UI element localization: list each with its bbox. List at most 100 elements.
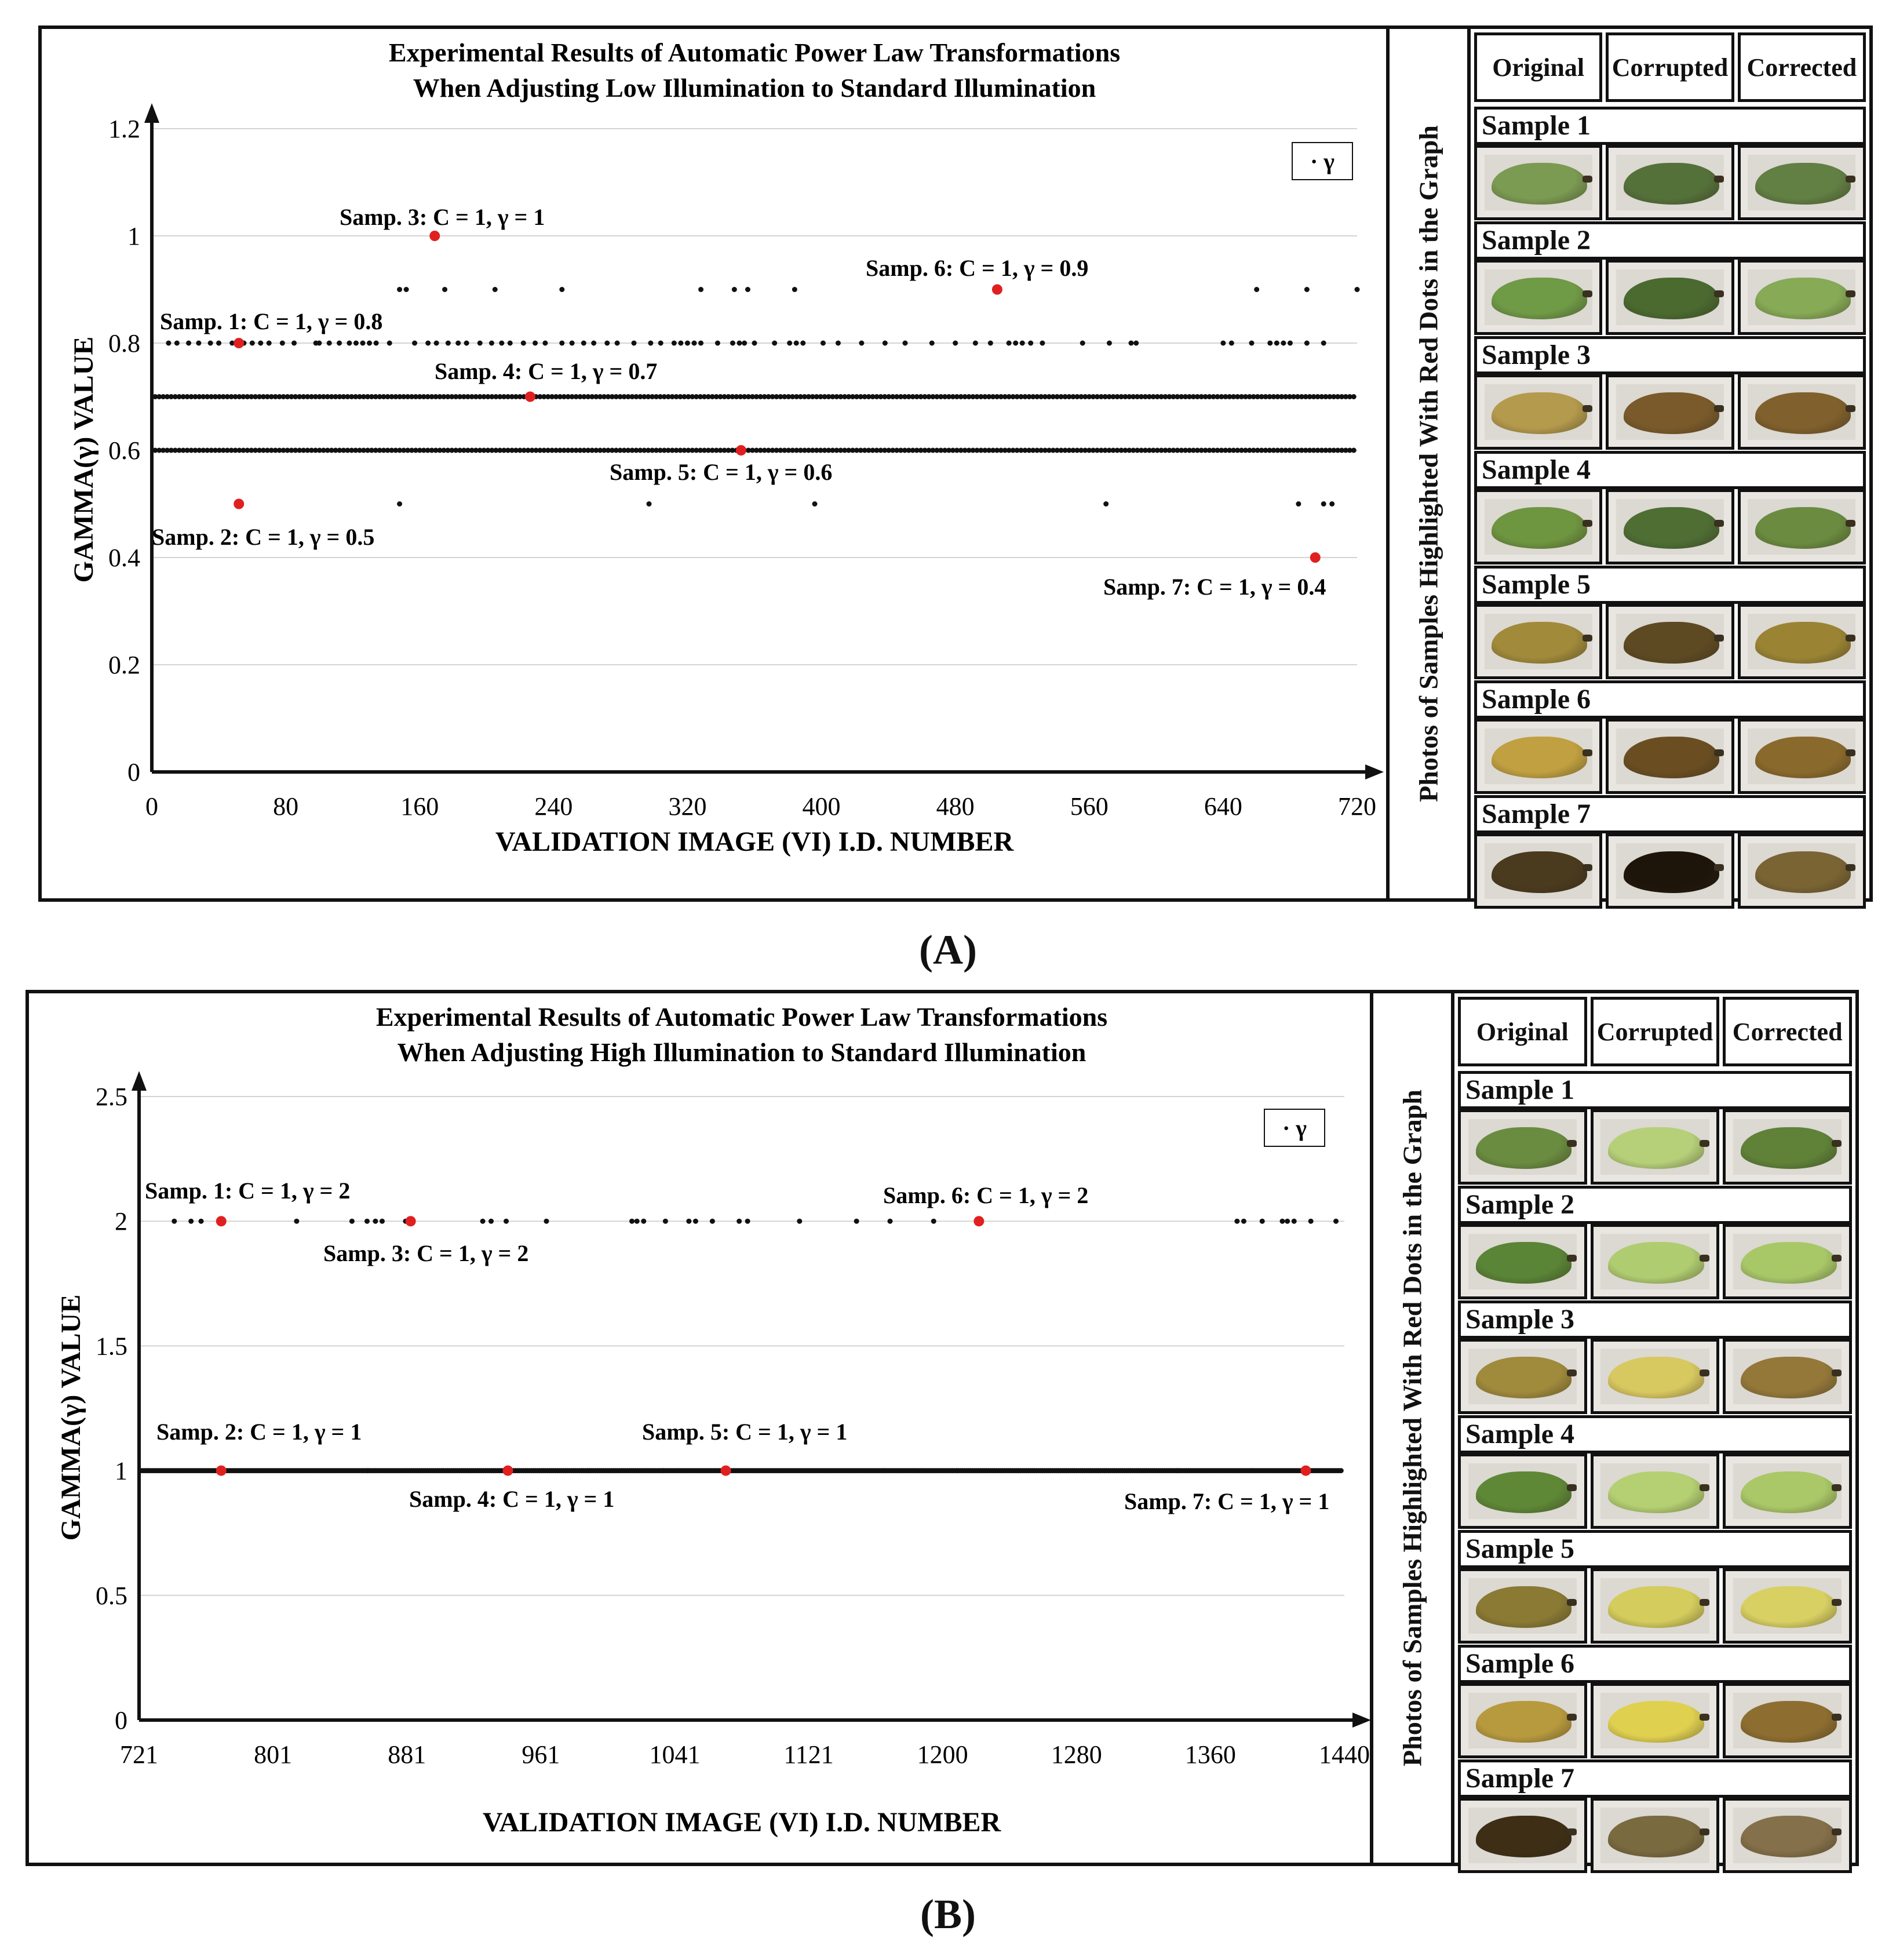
- data-point: [1082, 447, 1088, 453]
- x-tick-label: 400: [803, 792, 841, 821]
- data-point: [1315, 447, 1321, 453]
- banana-fruit: [1755, 507, 1851, 549]
- data-point: [849, 447, 855, 453]
- data-point: [1331, 394, 1337, 399]
- data-point: [1038, 447, 1044, 453]
- data-point: [794, 394, 800, 399]
- data-point: [1019, 340, 1025, 346]
- data-point: [1231, 394, 1237, 399]
- banana-photo-corrected: [1737, 374, 1866, 450]
- data-point: [421, 394, 426, 399]
- data-point: [1321, 340, 1326, 346]
- data-point: [1014, 394, 1020, 399]
- y-tick-label: 1: [115, 1457, 127, 1485]
- sample-photo-row: [1474, 833, 1866, 909]
- legend-box: [1264, 1109, 1325, 1147]
- data-point: [633, 447, 639, 453]
- banana-stem: [1714, 405, 1724, 412]
- data-point: [1281, 340, 1286, 346]
- sample-annotation: Samp. 2: C = 1, γ = 1: [156, 1419, 362, 1445]
- data-point: [1259, 447, 1264, 453]
- sample-label: Sample 5: [1458, 1530, 1852, 1568]
- banana-fruit: [1492, 163, 1588, 205]
- data-point: [934, 394, 940, 399]
- banana-stem: [1714, 749, 1724, 756]
- data-point: [1054, 447, 1060, 453]
- data-point: [681, 394, 687, 399]
- data-point: [449, 447, 455, 453]
- data-point: [898, 394, 904, 399]
- banana-fruit: [1475, 1701, 1572, 1743]
- data-point: [1291, 1218, 1297, 1224]
- data-point: [974, 447, 980, 453]
- data-point: [1091, 394, 1096, 399]
- banana-stem: [1714, 290, 1724, 297]
- data-point: [196, 394, 202, 399]
- data-point: [1259, 394, 1264, 399]
- data-point: [1080, 340, 1085, 346]
- data-point: [337, 340, 342, 346]
- data-point: [1146, 447, 1152, 453]
- data-point: [677, 447, 683, 453]
- data-point: [249, 394, 254, 399]
- data-point: [360, 340, 366, 346]
- data-point: [1271, 447, 1277, 453]
- data-point: [353, 447, 359, 453]
- data-point: [1299, 447, 1304, 453]
- data-point: [800, 340, 806, 346]
- data-point: [591, 340, 597, 346]
- data-point: [1158, 447, 1164, 453]
- data-point: [887, 1218, 893, 1224]
- data-point: [1139, 394, 1144, 399]
- data-point: [569, 394, 575, 399]
- banana-photo-corrected: [1723, 1224, 1853, 1299]
- data-point: [770, 447, 775, 453]
- data-point: [906, 394, 911, 399]
- data-point: [533, 447, 539, 453]
- data-point: [842, 447, 848, 453]
- data-point: [589, 447, 595, 453]
- data-point: [1308, 1218, 1314, 1224]
- data-point: [505, 447, 511, 453]
- banana-fruit: [1623, 737, 1719, 779]
- data-point: [1126, 447, 1132, 453]
- data-point: [1311, 447, 1317, 453]
- data-point: [786, 447, 792, 453]
- banana-photo-corrupted: [1590, 1453, 1720, 1529]
- caption-a: (A): [919, 927, 977, 973]
- banana-fruit: [1492, 737, 1588, 779]
- sample-label: Sample 2: [1474, 221, 1866, 260]
- data-point: [1303, 447, 1308, 453]
- x-tick-label: 721: [120, 1740, 158, 1769]
- data-point: [1290, 394, 1296, 399]
- data-point: [469, 394, 475, 399]
- data-point: [970, 394, 976, 399]
- banana-fruit: [1755, 622, 1851, 664]
- data-point: [1246, 394, 1252, 399]
- data-point: [521, 447, 527, 453]
- sample-photo-row: [1458, 1453, 1853, 1529]
- sample-annotation: Samp. 6: C = 1, γ = 0.9: [866, 255, 1088, 281]
- data-point: [553, 394, 559, 399]
- data-point: [812, 501, 818, 507]
- data-point: [859, 340, 865, 346]
- banana-stem: [1714, 635, 1724, 642]
- banana-stem: [1582, 635, 1592, 642]
- data-point: [794, 447, 800, 453]
- data-point: [453, 394, 459, 399]
- highlight-point: [1300, 1465, 1311, 1476]
- data-point: [886, 447, 892, 453]
- data-point: [770, 394, 775, 399]
- data-point: [161, 447, 166, 453]
- data-point: [353, 340, 359, 346]
- data-point: [389, 394, 395, 399]
- data-point: [381, 394, 387, 399]
- sample-photo-row: [1458, 1224, 1853, 1299]
- data-point: [613, 394, 619, 399]
- x-tick-label: 1280: [1051, 1740, 1102, 1769]
- x-tick-label: 480: [936, 792, 975, 821]
- data-point: [648, 340, 654, 346]
- data-point: [236, 447, 242, 453]
- data-point: [1296, 501, 1301, 507]
- data-point: [1046, 447, 1052, 453]
